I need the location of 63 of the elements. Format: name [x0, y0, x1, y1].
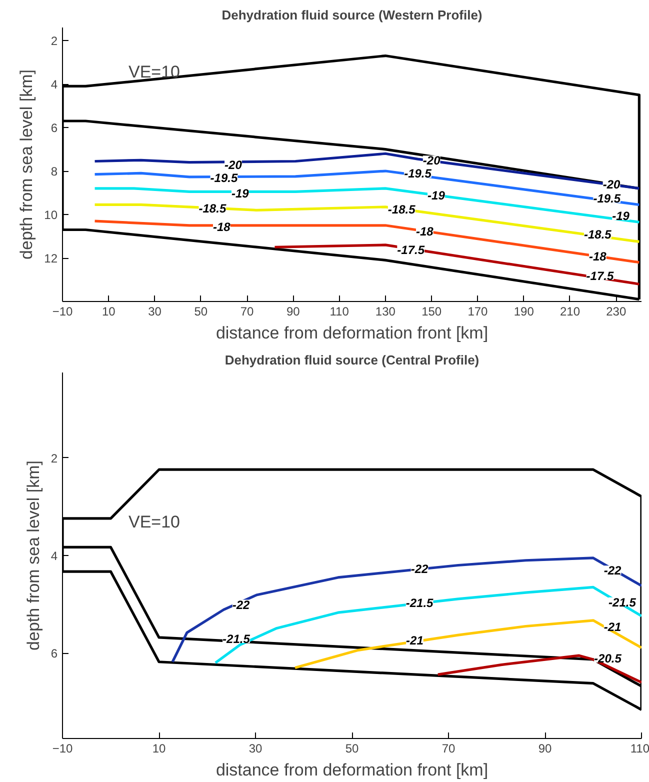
x-tick-label: 130 — [375, 304, 396, 318]
y-tick-label: 6 — [50, 646, 58, 661]
annotation: -21.5 — [222, 632, 250, 646]
y-tick-label: 12 — [44, 252, 58, 266]
annotation: -21.5 — [608, 595, 636, 610]
annotation: VE=10 — [128, 512, 180, 532]
x-tick-label: 110 — [330, 304, 350, 318]
annotation: -18 — [589, 249, 607, 264]
annotation: -19.5 — [210, 171, 238, 186]
x-axis-title: distance from deformation front [km] — [216, 760, 488, 780]
x-tick-label: 90 — [286, 304, 300, 318]
x-tick-label: 50 — [345, 742, 359, 756]
annotation: -22 — [232, 598, 250, 612]
annotation: -17.5 — [586, 268, 614, 283]
y-tick-label: 2 — [50, 451, 58, 466]
y-tick-label: 4 — [50, 78, 58, 92]
x-tick-label: 70 — [240, 304, 254, 318]
x-tick-label: 90 — [538, 742, 552, 756]
annotation: -17.5 — [397, 242, 425, 257]
annotation: -18.5 — [198, 201, 226, 216]
annotation: -21 — [406, 633, 424, 648]
x-tick-label: 10 — [102, 304, 116, 318]
annotation: -20 — [602, 178, 621, 192]
y-tick-label: 6 — [50, 121, 58, 136]
y-tick-label: 4 — [50, 549, 58, 563]
x-tick-label: 150 — [422, 304, 442, 318]
annotation: -20 — [422, 154, 441, 168]
x-tick-label: 170 — [468, 304, 488, 318]
annotation: -20 — [224, 158, 242, 172]
annotation: -21 — [604, 620, 622, 634]
annotation: -18.5 — [584, 228, 612, 242]
annotation: -19.5 — [404, 166, 432, 181]
x-tick-label: 30 — [248, 742, 262, 756]
annotation: -19 — [428, 188, 446, 202]
x-tick-label: 110 — [630, 742, 649, 756]
x-tick-label: −10 — [52, 304, 74, 318]
annotation: -18 — [416, 224, 434, 238]
x-tick-label: 10 — [152, 742, 166, 756]
annotation: -19 — [231, 186, 250, 200]
annotation: -18 — [212, 220, 231, 234]
x-tick-label: 230 — [606, 304, 626, 318]
y-axis-title: depth from sea level [km] — [17, 70, 36, 260]
annotation: -22 — [604, 564, 622, 578]
chart-title: Dehydration fluid source (Central Profile) — [224, 352, 480, 368]
x-tick-label: 190 — [514, 304, 534, 318]
annotation: -20.5 — [594, 651, 622, 666]
y-axis-title: depth from sea level [km] — [24, 460, 43, 650]
y-tick-label: 2 — [50, 34, 58, 48]
x-tick-label: 210 — [560, 304, 580, 318]
x-tick-label: 70 — [442, 742, 456, 756]
annotation: -21.5 — [406, 596, 434, 610]
chart-title: Dehydration fluid source (Western Profile) — [222, 8, 482, 22]
y-tick-label: 10 — [44, 208, 58, 222]
annotation: VE=10 — [128, 62, 180, 82]
annotation: -22 — [410, 562, 429, 576]
x-tick-label: 30 — [148, 304, 162, 318]
x-tick-label: 50 — [194, 304, 208, 318]
annotation: -19.5 — [593, 192, 621, 206]
x-axis-title: distance from deformation front [km] — [216, 324, 488, 342]
x-tick-label: −10 — [52, 742, 74, 756]
annotation: -18.5 — [388, 202, 416, 217]
y-tick-label: 8 — [50, 164, 58, 179]
annotation: -19 — [612, 209, 630, 224]
